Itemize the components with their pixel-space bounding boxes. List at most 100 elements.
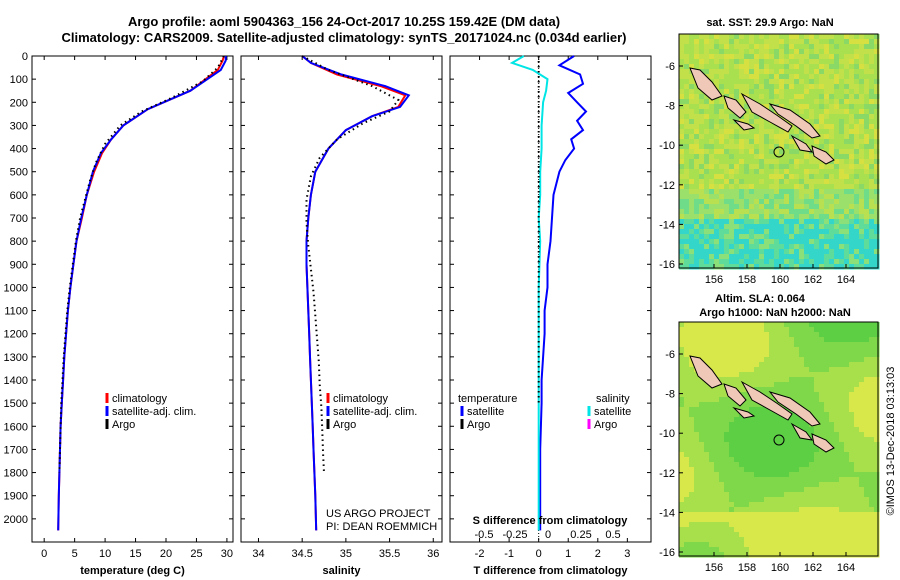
map-cell	[849, 542, 855, 548]
map-cell	[754, 119, 760, 125]
map-cell	[714, 472, 720, 478]
map-cell	[729, 264, 735, 270]
map-cell	[774, 214, 780, 220]
map-cell	[764, 224, 770, 230]
map-cell	[744, 342, 750, 348]
map-cell	[704, 54, 710, 60]
map-cell	[789, 497, 795, 503]
map-cell	[804, 402, 810, 408]
map-cell	[799, 462, 805, 468]
map-cell	[689, 219, 695, 225]
map-cell	[779, 552, 785, 558]
map-cell	[844, 357, 850, 363]
map-cell	[794, 527, 800, 533]
map-cell	[794, 249, 800, 255]
map-cell	[689, 199, 695, 205]
map-cell	[799, 109, 805, 115]
map-cell	[764, 174, 770, 180]
map-cell	[804, 467, 810, 473]
map-cell	[809, 34, 815, 40]
map-cell	[814, 244, 820, 250]
map-cell	[704, 382, 710, 388]
map-cell	[689, 79, 695, 85]
map-cell	[714, 59, 720, 65]
map-cell	[759, 69, 765, 75]
map-cell	[774, 54, 780, 60]
map-cell	[749, 342, 755, 348]
map-cell	[699, 219, 705, 225]
map-cell	[779, 179, 785, 185]
map-cell	[829, 144, 835, 150]
map-cell	[869, 39, 875, 45]
map-cell	[754, 179, 760, 185]
map-cell	[719, 179, 725, 185]
map-cell	[709, 487, 715, 493]
map-cell	[834, 462, 840, 468]
map-cell	[714, 407, 720, 413]
map-cell	[769, 332, 775, 338]
map-cell	[839, 382, 845, 388]
map-cell	[694, 352, 700, 358]
map-cell	[794, 259, 800, 265]
map-cell	[684, 522, 690, 528]
map-cell	[694, 194, 700, 200]
map-cell	[854, 219, 860, 225]
map-cell	[809, 164, 815, 170]
map-cell	[709, 174, 715, 180]
map-cell	[684, 109, 690, 115]
x-tick-label: 0	[41, 548, 47, 560]
map-cell	[734, 139, 740, 145]
map-cell	[869, 229, 875, 235]
map-cell	[864, 347, 870, 353]
map-cell	[774, 224, 780, 230]
map-cell	[834, 422, 840, 428]
map-cell	[699, 259, 705, 265]
map-cell	[784, 224, 790, 230]
map-cell	[824, 332, 830, 338]
map-cell	[784, 189, 790, 195]
map-cell	[694, 407, 700, 413]
map-cell	[809, 482, 815, 488]
map-cell	[789, 442, 795, 448]
map-cell	[874, 234, 880, 240]
map-cell	[824, 249, 830, 255]
map-cell	[769, 264, 775, 270]
map-cell	[734, 512, 740, 518]
map-cell	[714, 352, 720, 358]
map-cell	[764, 447, 770, 453]
map-cell	[774, 44, 780, 50]
map-cell	[699, 342, 705, 348]
map-cell	[824, 497, 830, 503]
map-cell	[854, 49, 860, 55]
map-cell	[864, 74, 870, 80]
map-cell	[709, 259, 715, 265]
map-cell	[744, 347, 750, 353]
map-cell	[684, 159, 690, 165]
map-cell	[704, 154, 710, 160]
map-cell	[689, 407, 695, 413]
map-cell	[749, 462, 755, 468]
map-cell	[864, 387, 870, 393]
map-cell	[714, 432, 720, 438]
map-cell	[819, 417, 825, 423]
map-cell	[684, 352, 690, 358]
map-cell	[789, 149, 795, 155]
map-cell	[764, 209, 770, 215]
map-cell	[829, 322, 835, 328]
map-cell	[719, 249, 725, 255]
map-cell	[759, 502, 765, 508]
map-cell	[769, 362, 775, 368]
map-cell	[854, 427, 860, 433]
map-cell	[764, 124, 770, 130]
map-cell	[839, 472, 845, 478]
map-cell	[824, 502, 830, 508]
map-cell	[769, 259, 775, 265]
map-cell	[744, 259, 750, 265]
map-cell	[679, 149, 685, 155]
map-cell	[859, 69, 865, 75]
map-cell	[784, 144, 790, 150]
map-cell	[829, 352, 835, 358]
map-cell	[789, 139, 795, 145]
map-cell	[734, 174, 740, 180]
map-cell	[699, 179, 705, 185]
